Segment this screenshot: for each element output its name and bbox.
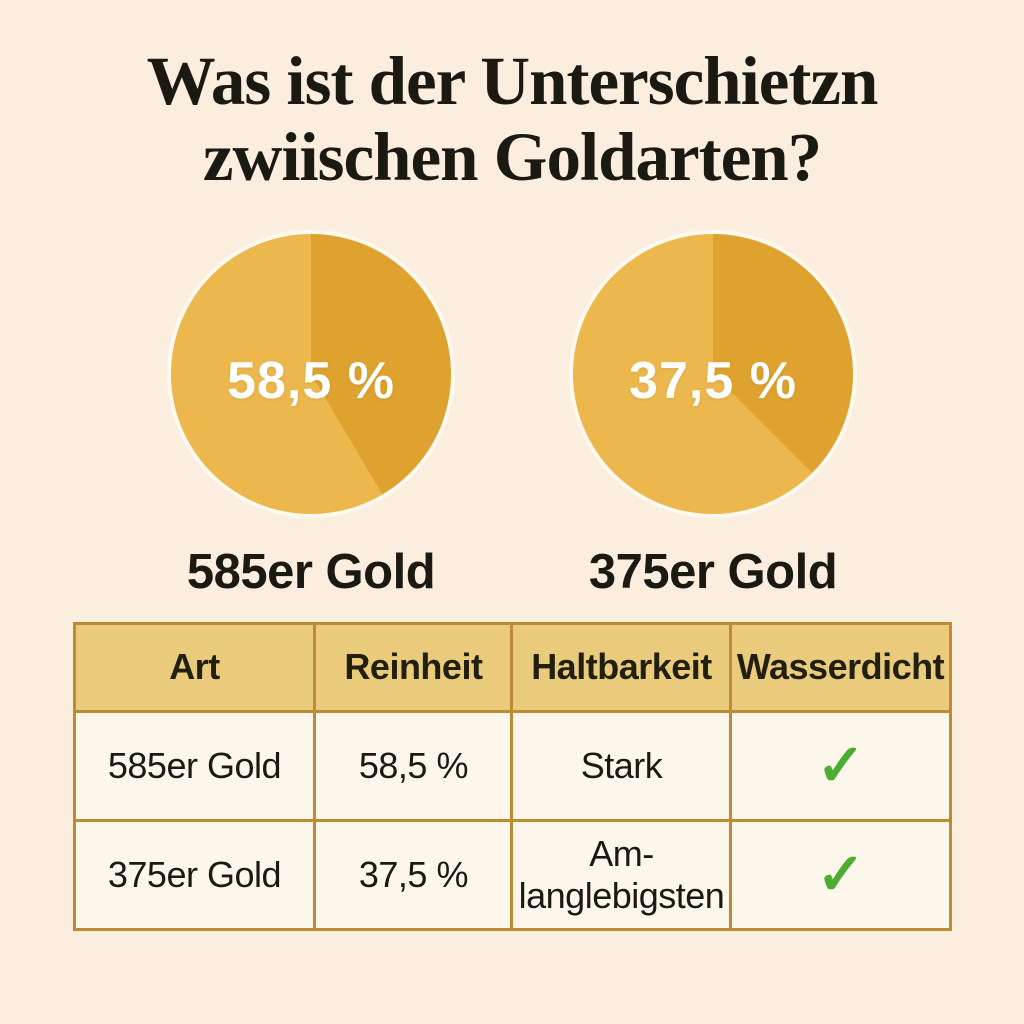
cell-haltbarkeit-585: Stark bbox=[510, 709, 733, 822]
cell-haltbarkeit-375: Am- langlebigsten bbox=[510, 818, 733, 931]
cell-wasserdicht-585: ✓ bbox=[729, 709, 952, 822]
cell-reinheit-375: 37,5 % bbox=[313, 818, 514, 931]
pie-value-label-375: 37,5 % bbox=[629, 351, 797, 410]
page-title-line-1: Was ist der Unterschietzn bbox=[146, 43, 879, 119]
pie-chart-585er-gold: 58,5 % bbox=[171, 233, 451, 514]
page-title: Was ist der Unterschietzn zwiischen Gold… bbox=[0, 0, 1024, 196]
pie-caption-375er-gold: 375er Gold bbox=[588, 544, 838, 599]
pie-chart-375er-gold: 37,5 % bbox=[573, 233, 853, 514]
column-header-wasserdicht: Wasserdicht bbox=[729, 621, 952, 713]
pie-column-585er-gold: 58,5 % bbox=[171, 233, 451, 514]
pie-value-label-585: 58,5 % bbox=[227, 351, 395, 410]
page-title-line-2: zwiischen Goldarten? bbox=[202, 118, 822, 195]
pie-column-375er-gold: 37,5 % bbox=[573, 233, 853, 514]
cell-wasserdicht-375: ✓ bbox=[729, 818, 952, 931]
table-row-585er-gold: 585er Gold 58,5 % Stark ✓ bbox=[72, 709, 952, 822]
cell-art-375: 375er Gold bbox=[72, 818, 317, 931]
table-row-375er-gold: 375er Gold 37,5 % Am- langlebigsten ✓ bbox=[72, 818, 952, 931]
pie-captions-row: 585er Gold 375er Gold bbox=[0, 544, 1024, 600]
cell-art-585: 585er Gold bbox=[72, 709, 317, 822]
gold-comparison-table: Art Reinheit Haltbarkeit Wasserdicht 585… bbox=[72, 621, 952, 931]
column-header-haltbarkeit: Haltbarkeit bbox=[510, 621, 733, 713]
cell-reinheit-585: 58,5 % bbox=[313, 709, 514, 822]
column-header-reinheit: Reinheit bbox=[313, 621, 514, 713]
check-icon: ✓ bbox=[816, 732, 865, 798]
column-header-art: Art bbox=[72, 621, 317, 713]
table-header-row: Art Reinheit Haltbarkeit Wasserdicht bbox=[72, 621, 952, 713]
check-icon: ✓ bbox=[816, 841, 865, 907]
pie-charts-row: 58,5 % 37,5 % bbox=[0, 233, 1024, 514]
pie-caption-585er-gold: 585er Gold bbox=[186, 544, 436, 599]
